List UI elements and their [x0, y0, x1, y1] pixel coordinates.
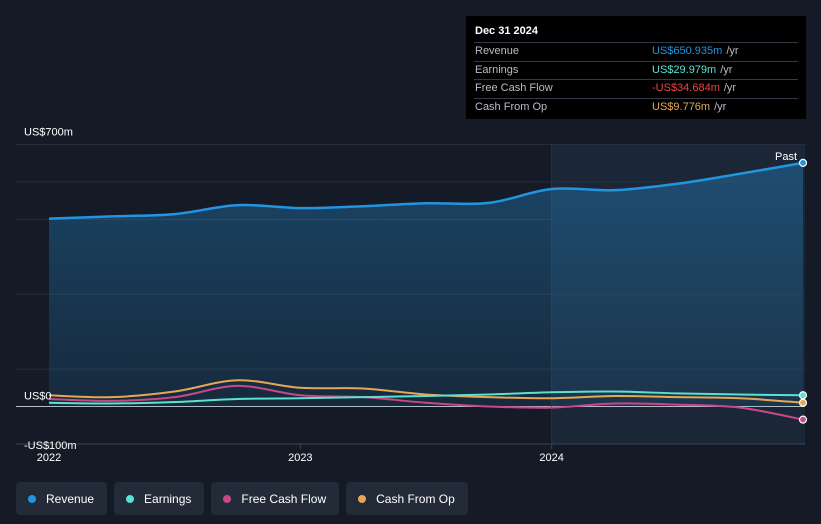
- tooltip-row-revenue: Revenue US$650.935m/yr: [474, 42, 798, 61]
- tooltip-row-free-cash-flow: Free Cash Flow -US$34.684m/yr: [474, 79, 798, 98]
- tooltip-row-label: Cash From Op: [475, 100, 548, 113]
- legend-label: Free Cash Flow: [241, 491, 327, 506]
- legend-dot-icon: [223, 494, 232, 503]
- tooltip-row-label: Free Cash Flow: [475, 82, 553, 94]
- x-tick-label: 2024: [539, 452, 563, 464]
- legend-dot-icon: [126, 494, 135, 503]
- legend-dot-icon: [358, 494, 367, 503]
- tooltip-row-value: -US$34.684m: [652, 82, 720, 94]
- tooltip-row-label: Earnings: [475, 63, 519, 76]
- y-axis-labels: US$700m US$0 -US$100m: [24, 127, 77, 452]
- legend-item-cash-from-op[interactable]: Cash From Op: [346, 482, 468, 515]
- legend-label: Cash From Op: [376, 491, 455, 506]
- tooltip-row-cash-from-op: Cash From Op US$9.776m/yr: [474, 97, 798, 117]
- legend-item-earnings[interactable]: Earnings: [114, 482, 205, 515]
- tooltip-row-value: US$650.935m: [652, 45, 723, 57]
- x-axis-labels: 2022 2023 2024: [37, 452, 564, 464]
- free-cash-flow-end-marker[interactable]: [798, 415, 808, 424]
- x-tick-label: 2023: [288, 452, 312, 464]
- tooltip-row-unit: /yr: [726, 45, 739, 57]
- x-tick-label: 2022: [37, 452, 61, 464]
- free-cash-flow-line: [48, 384, 804, 421]
- legend-item-free-cash-flow[interactable]: Free Cash Flow: [211, 482, 340, 515]
- tooltip-row-earnings: Earnings US$29.979m/yr: [474, 60, 798, 80]
- tooltip-row-label: Revenue: [475, 45, 520, 57]
- tooltip: Dec 31 2024 Revenue US$650.935m/yr Earning…: [466, 16, 806, 119]
- tooltip-row-value: US$9.776m: [652, 100, 711, 113]
- cash-from-op-end-marker[interactable]: [798, 398, 808, 407]
- legend-item-revenue[interactable]: Revenue: [16, 482, 108, 515]
- tooltip-row-unit: /yr: [720, 63, 733, 76]
- revenue-end-marker[interactable]: [798, 158, 808, 167]
- earnings-end-marker[interactable]: [798, 391, 808, 400]
- cash-from-op-line: [48, 379, 804, 404]
- y-tick-label: -US$100m: [24, 440, 77, 452]
- legend: Revenue Earnings Free Cash Flow Cash From O…: [16, 482, 468, 515]
- earnings-line: [48, 390, 804, 405]
- tooltip-row-unit: /yr: [714, 100, 727, 113]
- series-layer: [48, 158, 808, 424]
- y-tick-label: US$700m: [24, 127, 73, 139]
- y-tick-label: US$0: [24, 391, 52, 403]
- legend-dot-icon: [28, 494, 36, 503]
- tooltip-date: Dec 31 2024: [475, 25, 538, 37]
- revenue-area: [49, 162, 803, 407]
- tooltip-row-value: US$29.979m: [652, 63, 717, 76]
- legend-label: Earnings: [144, 491, 192, 506]
- tooltip-row-unit: /yr: [723, 82, 737, 94]
- legend-label: Revenue: [46, 491, 95, 506]
- past-label: Past: [775, 151, 797, 163]
- revenue-line: [48, 161, 804, 220]
